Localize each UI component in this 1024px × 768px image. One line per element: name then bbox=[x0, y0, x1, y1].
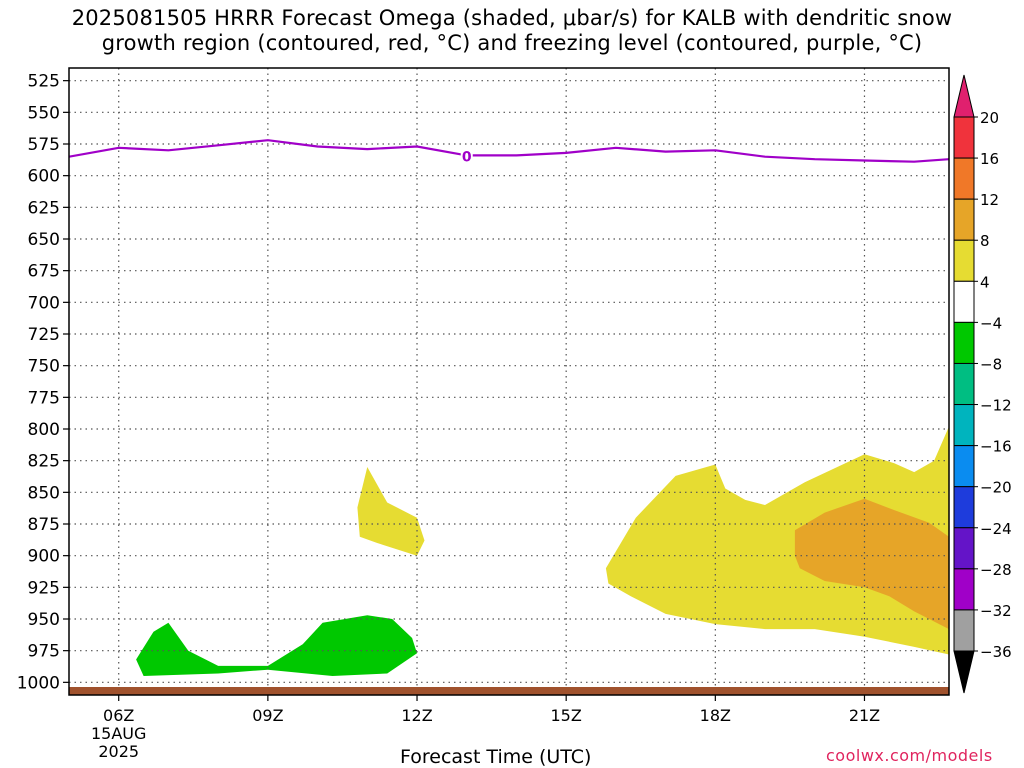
y-tick-label: 575 bbox=[28, 135, 60, 155]
colorbar-band bbox=[953, 527, 975, 570]
colorbar-label: 12 bbox=[980, 191, 999, 209]
x-tick-label: 15Z bbox=[551, 706, 582, 725]
x-tick-label: 18Z bbox=[700, 706, 731, 725]
colorbar: 20 16 12 8 4 −4 −8 −12 −16 −20 −24 −28 −32 −36 bbox=[953, 74, 1012, 694]
omega-region-3 bbox=[794, 498, 949, 630]
x-axis-title: Forecast Time (UTC) bbox=[400, 746, 592, 768]
y-tick-label: 1000 bbox=[17, 673, 60, 693]
chart-title-line2: growth region (contoured, red, °C) and f… bbox=[101, 31, 923, 55]
colorbar-label: −16 bbox=[980, 438, 1012, 456]
colorbar-band bbox=[953, 404, 975, 447]
colorbar-label: −32 bbox=[980, 602, 1012, 620]
colorbar-band bbox=[953, 198, 975, 241]
chart-title-line1: 2025081505 HRRR Forecast Omega (shaded, … bbox=[71, 6, 953, 30]
colorbar-band bbox=[953, 486, 975, 529]
y-tick-label: 700 bbox=[28, 293, 60, 313]
y-tick-label: 600 bbox=[28, 167, 60, 187]
colorbar-label: 8 bbox=[980, 232, 990, 250]
colorbar-label: −28 bbox=[980, 561, 1012, 579]
chart-title: 2025081505 HRRR Forecast Omega (shaded, … bbox=[0, 6, 1024, 56]
colorbar-band bbox=[953, 568, 975, 611]
colorbar-label: −36 bbox=[980, 643, 1012, 661]
x-tick-label: 12Z bbox=[401, 706, 432, 725]
x-tick-sublabel: 2025 bbox=[98, 742, 139, 761]
x-tick-sublabel: 15AUG bbox=[91, 724, 146, 743]
freezing-level-label: 0 bbox=[462, 149, 472, 165]
colorbar-band bbox=[953, 362, 975, 406]
ground-layer bbox=[69, 687, 949, 695]
colorbar-label: 16 bbox=[980, 150, 999, 168]
x-tick-label: 06Z bbox=[103, 706, 134, 725]
x-tick-label: 21Z bbox=[849, 706, 880, 725]
y-tick-label: 975 bbox=[28, 642, 60, 662]
colorbar-band bbox=[953, 321, 975, 364]
y-tick-label: 725 bbox=[28, 325, 60, 345]
grid-lines bbox=[69, 68, 949, 695]
colorbar-band bbox=[953, 280, 975, 323]
colorbar-band bbox=[953, 157, 975, 200]
ground-bar bbox=[69, 687, 949, 695]
y-tick-label: 925 bbox=[28, 578, 60, 598]
y-tick-label: 850 bbox=[28, 483, 60, 503]
y-tick-label: 875 bbox=[28, 515, 60, 535]
colorbar-label: −12 bbox=[980, 397, 1012, 415]
omega-region-0 bbox=[357, 467, 425, 556]
y-tick-label: 625 bbox=[28, 198, 60, 218]
colorbar-label: 4 bbox=[980, 273, 990, 291]
colorbar-band bbox=[953, 239, 975, 282]
y-axis: 525 550 575 600 625 650 675 700 725 750 775 800 825 8… bbox=[17, 72, 69, 693]
freezing-level-line bbox=[69, 139, 949, 163]
colorbar-label: −24 bbox=[980, 520, 1012, 538]
plot-frame bbox=[68, 67, 950, 696]
colorbar-arrow-bottom bbox=[953, 650, 975, 694]
colorbar-arrow-top bbox=[953, 74, 975, 118]
y-tick-label: 675 bbox=[28, 262, 60, 282]
omega-region-2 bbox=[605, 426, 949, 655]
y-tick-label: 775 bbox=[28, 388, 60, 408]
omega-region-1 bbox=[136, 615, 417, 676]
y-tick-label: 550 bbox=[28, 103, 60, 123]
colorbar-band bbox=[953, 116, 975, 159]
y-tick-label: 825 bbox=[28, 452, 60, 472]
colorbar-band bbox=[953, 445, 975, 488]
x-tick-label: 09Z bbox=[252, 706, 283, 725]
omega-shading bbox=[136, 426, 949, 676]
freezing-level-contour: 0 bbox=[69, 139, 949, 165]
colorbar-band bbox=[953, 609, 975, 652]
colorbar-label: 20 bbox=[980, 109, 999, 127]
y-tick-label: 800 bbox=[28, 420, 60, 440]
y-tick-label: 525 bbox=[28, 72, 60, 92]
credit-link[interactable]: coolwx.com/models bbox=[826, 746, 993, 765]
colorbar-label: −8 bbox=[980, 355, 1002, 373]
contour-label-bg bbox=[460, 147, 473, 164]
y-tick-label: 650 bbox=[28, 230, 60, 250]
y-tick-label: 900 bbox=[28, 547, 60, 567]
y-tick-label: 950 bbox=[28, 610, 60, 630]
colorbar-label: −4 bbox=[980, 314, 1002, 332]
colorbar-label: −20 bbox=[980, 479, 1012, 497]
y-tick-label: 750 bbox=[28, 357, 60, 377]
